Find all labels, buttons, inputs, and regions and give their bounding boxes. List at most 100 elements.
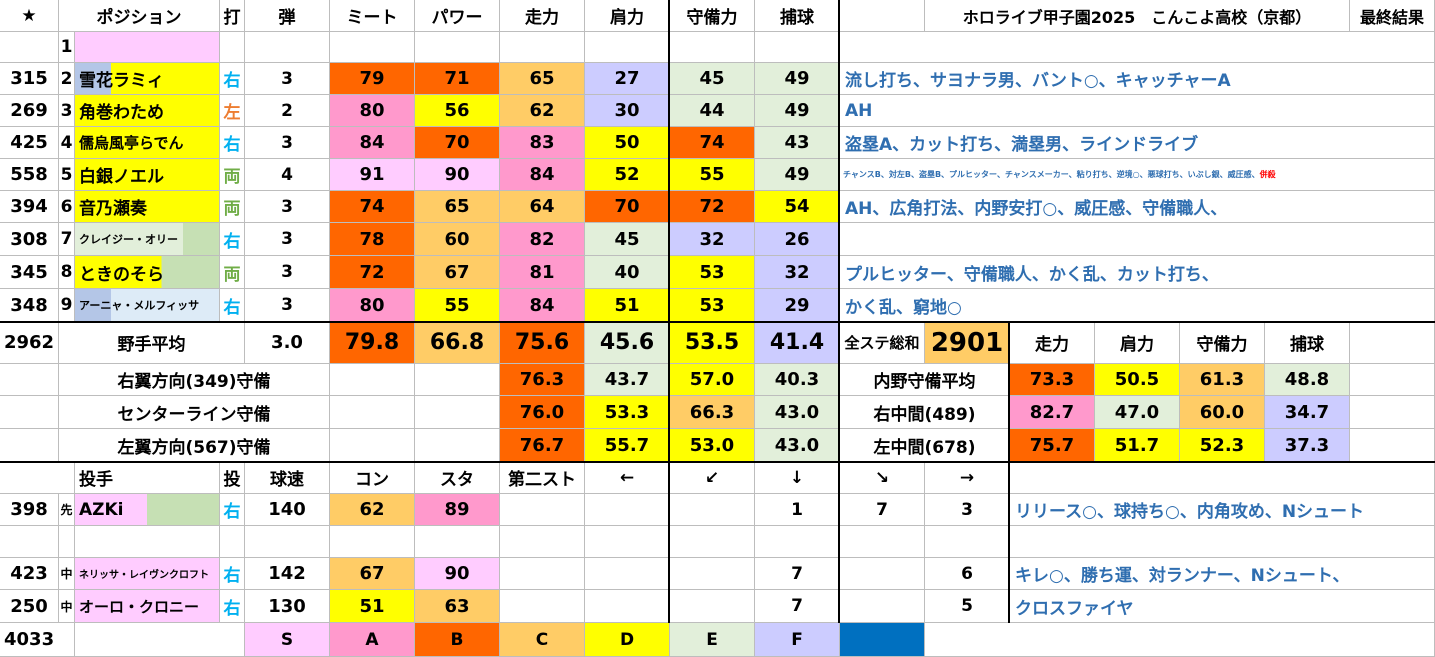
- header-power: パワー: [415, 0, 500, 32]
- skills-text: チャンスB、対左B、盗塁B、プルヒッター、チャンスメーカー、粘り打ち、逆境○、悪…: [843, 170, 1260, 179]
- header-arm: 肩力: [585, 0, 670, 32]
- batter-arm: 45: [585, 223, 670, 256]
- pitcher-points: 250: [0, 590, 59, 623]
- batter-skills: チャンスB、対左B、盗塁B、プルヒッター、チャンスメーカー、粘り打ち、逆境○、悪…: [840, 159, 1435, 191]
- batter-power: 55: [415, 289, 500, 322]
- pitcher-second-straight: [500, 526, 585, 558]
- defense-def: 66.3: [670, 396, 755, 429]
- batter-power: 90: [415, 159, 500, 191]
- defense2-speed: 75.7: [1010, 429, 1095, 462]
- batter-points: 425: [0, 127, 59, 159]
- breaking-down-left: [670, 494, 755, 526]
- batter-name: アーニャ・メルフィッサ: [75, 289, 220, 322]
- breaking-left: [585, 558, 670, 590]
- batter-trajectory: 3: [245, 127, 330, 159]
- batter-hand: [220, 32, 245, 63]
- batter-skills: プルヒッター、守備職人、かく乱、カット打ち、: [840, 256, 1435, 289]
- defense-speed: 76.3: [500, 364, 585, 396]
- blank: [925, 623, 1435, 657]
- pitcher-hand: [220, 526, 245, 558]
- defense2-speed: 82.7: [1010, 396, 1095, 429]
- batter-points: [0, 32, 59, 63]
- defense2-def: 61.3: [1180, 364, 1265, 396]
- batter-def: 53: [670, 289, 755, 322]
- batter-arm: 50: [585, 127, 670, 159]
- average-meet: 79.8: [330, 322, 415, 364]
- batter-trajectory: 3: [245, 223, 330, 256]
- header2-speed: 走力: [1010, 322, 1095, 364]
- legend-grade-c: C: [500, 623, 585, 657]
- batter-hand: 右: [220, 223, 245, 256]
- batter-skills: [840, 223, 1435, 256]
- breaking-down-right: [840, 558, 925, 590]
- batter-skills: 盗塁A、カット打ち、満塁男、ラインドライブ: [840, 127, 1435, 159]
- average-speed: 75.6: [500, 322, 585, 364]
- batter-power: 70: [415, 127, 500, 159]
- batter-points: 315: [0, 63, 59, 95]
- batter-hand: 右: [220, 127, 245, 159]
- pitcher-control: 67: [330, 558, 415, 590]
- batter-catch: 49: [755, 159, 840, 191]
- header-bat: 打: [220, 0, 245, 32]
- header-catch: 捕球: [755, 0, 840, 32]
- defense2-arm: 47.0: [1095, 396, 1180, 429]
- batter-trajectory: 3: [245, 289, 330, 322]
- batter-order: 3: [59, 95, 75, 127]
- batter-def: 32: [670, 223, 755, 256]
- defense2-def: 52.3: [1180, 429, 1265, 462]
- batter-skills: 流し打ち、サヨナラ男、バント○、キャッチャーA: [840, 63, 1435, 95]
- batter-trajectory: [245, 32, 330, 63]
- batter-arm: 52: [585, 159, 670, 191]
- batter-arm: 40: [585, 256, 670, 289]
- batter-speed: 62: [500, 95, 585, 127]
- batter-speed: 84: [500, 159, 585, 191]
- batter-arm: [585, 32, 670, 63]
- batter-order: 7: [59, 223, 75, 256]
- batter-catch: 26: [755, 223, 840, 256]
- batter-order: 5: [59, 159, 75, 191]
- defense-label2: 内野守備平均: [840, 364, 1010, 396]
- header-meet: ミート: [330, 0, 415, 32]
- blank: [0, 429, 59, 462]
- blank: [330, 364, 415, 396]
- defense-catch: 43.0: [755, 429, 840, 462]
- breaking-down: 7: [755, 558, 840, 590]
- divider: [838, 0, 840, 623]
- pitcher-control: [330, 526, 415, 558]
- arrow-down-right-icon: ↘: [840, 462, 925, 494]
- pitcher-name: ネリッサ・レイヴンクロフト: [75, 558, 220, 590]
- divider: [0, 461, 1435, 463]
- batter-power: 67: [415, 256, 500, 289]
- blank: [415, 396, 500, 429]
- batter-power: 56: [415, 95, 500, 127]
- batter-trajectory: 3: [245, 191, 330, 223]
- header-blank: [840, 0, 925, 32]
- average-trajectory: 3.0: [245, 322, 330, 364]
- breaking-right: 5: [925, 590, 1010, 623]
- batter-trajectory: 2: [245, 95, 330, 127]
- batter-meet: 80: [330, 95, 415, 127]
- batter-def: [670, 32, 755, 63]
- pitcher-stamina: 90: [415, 558, 500, 590]
- pitcher-skills: [1010, 526, 1435, 558]
- defense-arm: 53.3: [585, 396, 670, 429]
- batter-skills: AH、広角打法、内野安打○、威圧感、守備職人、: [840, 191, 1435, 223]
- header-position: ポジション: [59, 0, 220, 32]
- batter-order: 6: [59, 191, 75, 223]
- header2-defense: 守備力: [1180, 322, 1265, 364]
- breaking-down: [755, 526, 840, 558]
- header-stamina: スタ: [415, 462, 500, 494]
- batter-order: 2: [59, 63, 75, 95]
- average-power: 66.8: [415, 322, 500, 364]
- batter-order: 9: [59, 289, 75, 322]
- header-result: 最終結果: [1350, 0, 1435, 32]
- breaking-down-right: [840, 590, 925, 623]
- header2-arm: 肩力: [1095, 322, 1180, 364]
- pitcher-role: 中: [59, 558, 75, 590]
- header-velocity: 球速: [245, 462, 330, 494]
- pitcher-stamina: 63: [415, 590, 500, 623]
- batter-arm: 51: [585, 289, 670, 322]
- batter-hand: 右: [220, 63, 245, 95]
- batter-meet: 84: [330, 127, 415, 159]
